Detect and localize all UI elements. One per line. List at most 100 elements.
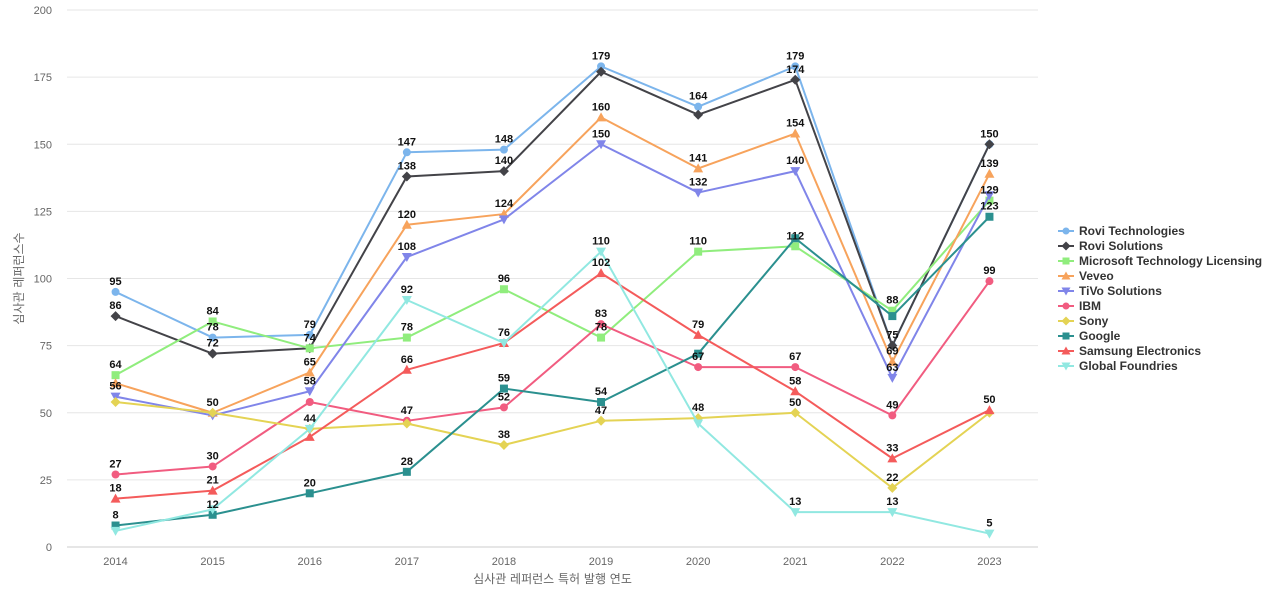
- data-label: 66: [401, 354, 413, 366]
- marker-point: [498, 166, 509, 177]
- data-label: 124: [495, 198, 514, 210]
- legend-item[interactable]: TiVo Solutions: [1058, 284, 1162, 298]
- legend-item[interactable]: Veveo: [1058, 269, 1114, 283]
- marker-point: [984, 405, 995, 415]
- marker-point: [402, 148, 411, 157]
- data-label: 63: [886, 362, 898, 374]
- marker-point: [596, 268, 607, 278]
- data-label: 179: [592, 50, 610, 62]
- legend-item[interactable]: Global Foundries: [1058, 359, 1178, 373]
- series-layer: [110, 62, 995, 539]
- marker-point: [790, 74, 801, 85]
- marker-point: [401, 364, 412, 374]
- data-label: 78: [595, 322, 607, 334]
- marker-point: [110, 311, 121, 322]
- marker-point: [1061, 316, 1071, 326]
- marker-point: [888, 312, 897, 321]
- data-label: 49: [886, 399, 898, 411]
- legend-label: Sony: [1079, 314, 1109, 328]
- marker-point: [791, 363, 800, 372]
- x-tick-label: 2015: [200, 556, 224, 568]
- y-tick-label: 75: [40, 341, 52, 353]
- marker-point: [1062, 332, 1070, 340]
- marker-point: [401, 253, 412, 263]
- legend-item[interactable]: Samsung Electronics: [1058, 344, 1201, 358]
- data-label: 154: [786, 118, 805, 130]
- marker-point: [693, 329, 704, 339]
- marker-point: [596, 140, 607, 150]
- marker-point: [887, 356, 898, 366]
- legend-label: TiVo Solutions: [1079, 284, 1162, 298]
- data-label: 21: [207, 475, 219, 487]
- marker-point: [305, 330, 314, 339]
- marker-point: [111, 521, 120, 530]
- marker-point: [1062, 227, 1070, 235]
- gridlines: [67, 9, 1038, 481]
- marker-point: [110, 378, 121, 388]
- legend-item[interactable]: Sony: [1058, 314, 1109, 328]
- marker-point: [499, 384, 508, 393]
- marker-point: [596, 415, 607, 426]
- data-label: 30: [207, 450, 219, 462]
- x-tick-label: 2014: [103, 556, 127, 568]
- marker-point: [499, 145, 508, 154]
- data-label: 69: [886, 346, 898, 358]
- marker-point: [498, 439, 509, 450]
- marker-point: [1061, 346, 1071, 355]
- legend-item[interactable]: Rovi Technologies: [1058, 224, 1185, 238]
- data-label: 112: [786, 230, 804, 242]
- legend-item[interactable]: Microsoft Technology Licensing: [1058, 254, 1262, 268]
- marker-point: [984, 529, 995, 539]
- data-label: 110: [592, 236, 610, 248]
- marker-point: [887, 373, 898, 383]
- marker-point: [111, 470, 120, 479]
- data-label: 47: [401, 405, 413, 417]
- marker-point: [596, 66, 607, 77]
- marker-point: [887, 340, 898, 351]
- data-label: 160: [592, 101, 610, 113]
- data-label: 148: [495, 134, 513, 146]
- x-axis-title: 심사관 레퍼런스 특허 발행 연도: [473, 571, 632, 586]
- marker-point: [304, 367, 315, 377]
- data-label: 76: [498, 327, 510, 339]
- series-line: [115, 65, 991, 347]
- data-label: 84: [207, 305, 220, 317]
- data-label: 58: [789, 375, 801, 387]
- marker-point: [985, 277, 994, 286]
- marker-point: [207, 505, 218, 515]
- series-group: [110, 397, 995, 493]
- marker-point: [402, 467, 411, 476]
- series-line: [115, 401, 991, 489]
- marker-point: [304, 387, 315, 397]
- marker-point: [888, 411, 897, 420]
- marker-point: [498, 338, 509, 348]
- marker-point: [694, 363, 703, 372]
- data-label: 88: [886, 295, 898, 307]
- data-label: 123: [980, 201, 998, 213]
- marker-point: [597, 398, 606, 407]
- marker-point: [111, 371, 120, 380]
- data-label: 47: [595, 405, 607, 417]
- data-label: 13: [886, 496, 898, 508]
- marker-point: [694, 247, 703, 256]
- marker-point: [790, 386, 801, 396]
- legend-item[interactable]: Google: [1058, 329, 1121, 343]
- marker-point: [208, 317, 217, 326]
- data-label: 50: [207, 397, 219, 409]
- marker-point: [401, 418, 412, 429]
- data-label: 56: [109, 381, 121, 393]
- x-tick-label: 2020: [686, 556, 710, 568]
- data-label: 86: [109, 300, 121, 312]
- data-label: 139: [980, 158, 998, 170]
- legend-label: Rovi Technologies: [1079, 224, 1185, 238]
- legend-item[interactable]: IBM: [1058, 299, 1101, 313]
- marker-point: [693, 188, 704, 198]
- data-label: 54: [595, 386, 608, 398]
- data-label: 12: [207, 499, 219, 511]
- data-label: 108: [398, 241, 416, 253]
- legend-item[interactable]: Rovi Solutions: [1058, 239, 1163, 253]
- data-label: 99: [983, 265, 995, 277]
- legend-label: Samsung Electronics: [1079, 344, 1201, 358]
